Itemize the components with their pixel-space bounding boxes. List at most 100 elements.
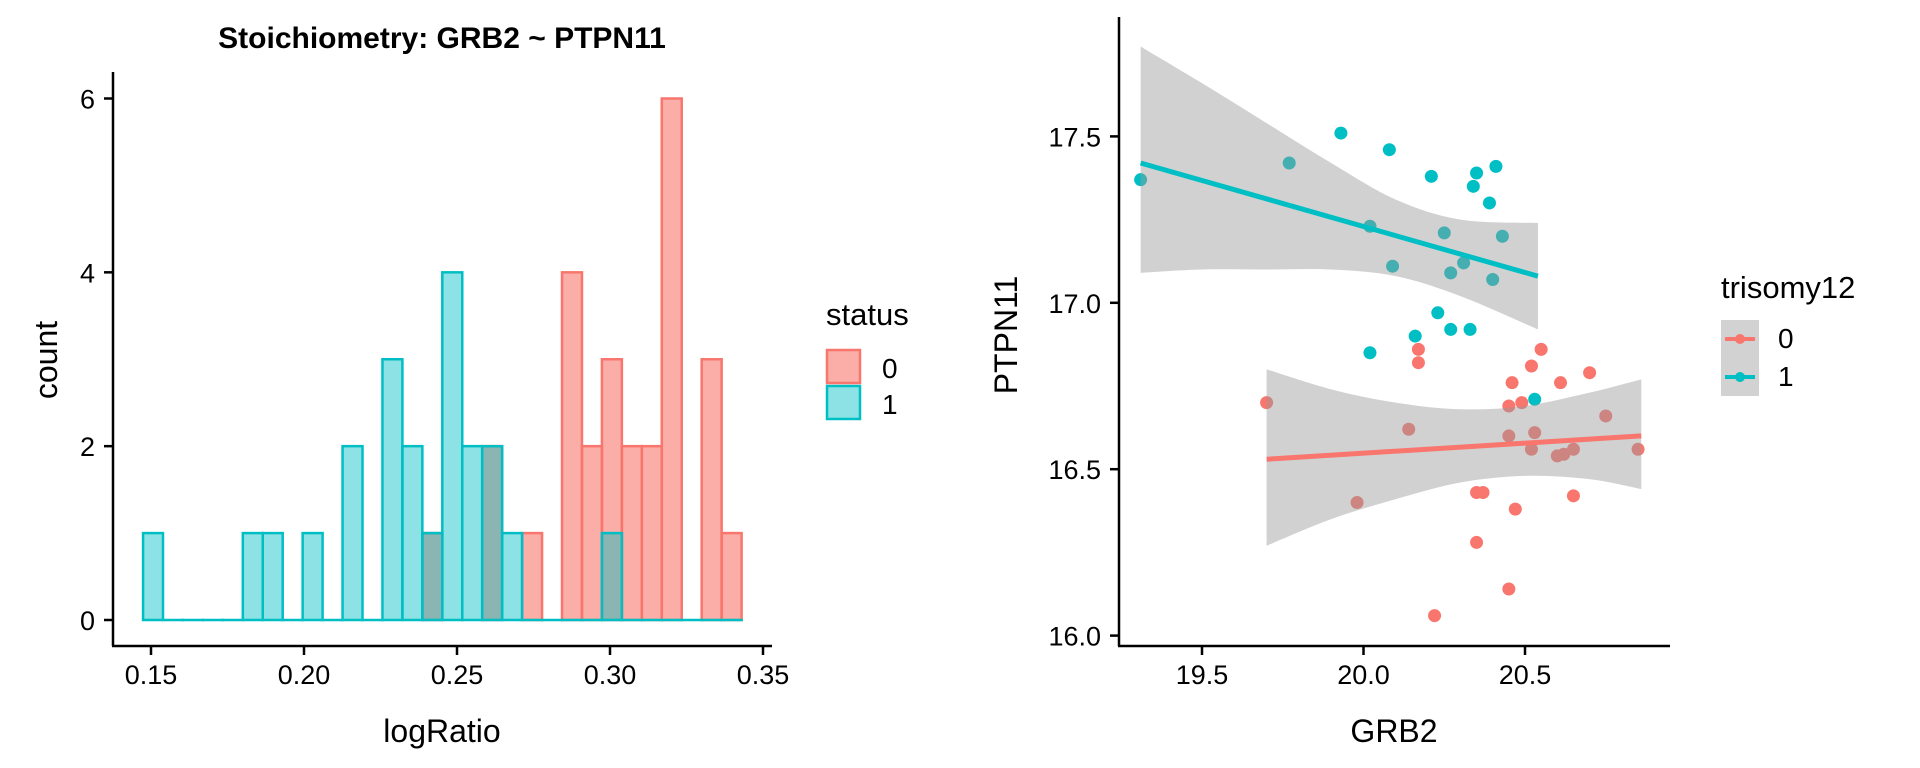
scatter-point-trisomy12-0 bbox=[1557, 447, 1571, 461]
x-tick-label: 20.5 bbox=[1499, 660, 1552, 690]
histogram-bar-status-0 bbox=[640, 444, 664, 622]
x-axis-title: logRatio bbox=[383, 713, 500, 749]
histogram-bar-status-1 bbox=[500, 531, 524, 622]
confidence-band-trisomy12-0 bbox=[1266, 369, 1642, 546]
scatter-point-trisomy12-0 bbox=[1554, 376, 1568, 390]
fit-line-trisomy12-0 bbox=[1266, 433, 1642, 462]
x-axis-title: GRB2 bbox=[1350, 713, 1437, 749]
scatter-point-trisomy12-1 bbox=[1489, 159, 1503, 173]
scatter-point-trisomy12-1 bbox=[1437, 226, 1451, 240]
x-ticks: 0.15 0.20 0.25 0.30 0.35 bbox=[125, 646, 790, 690]
scatter-point-trisomy12-0 bbox=[1599, 409, 1613, 423]
x-tick-label: 0.20 bbox=[278, 660, 331, 690]
scatter-point-trisomy12-0 bbox=[1476, 485, 1490, 499]
x-tick-label: 19.5 bbox=[1176, 660, 1229, 690]
scatter-point-trisomy12-1 bbox=[1444, 266, 1458, 280]
y-ticks: 16.0 16.5 17.0 17.5 bbox=[1048, 122, 1119, 652]
histogram-bar-status-0 bbox=[720, 531, 743, 622]
scatter-point-trisomy12-0 bbox=[1411, 356, 1425, 370]
x-tick-label: 0.30 bbox=[584, 660, 637, 690]
y-axis-title: PTPN11 bbox=[988, 276, 1024, 395]
x-tick-label: 0.15 bbox=[125, 660, 178, 690]
histogram-bar-status-1 bbox=[600, 531, 624, 622]
histogram-bar-status-1 bbox=[401, 444, 424, 622]
histogram-bar-status-1 bbox=[141, 531, 165, 622]
scatter-point-trisomy12-0 bbox=[1350, 495, 1364, 509]
legend-key-point-1 bbox=[1735, 372, 1745, 382]
histogram-bar-status-1 bbox=[461, 444, 484, 622]
scatter-point-trisomy12-0 bbox=[1515, 396, 1529, 410]
scatter-point-trisomy12-0 bbox=[1502, 399, 1516, 413]
scatter-point-trisomy12-1 bbox=[1482, 196, 1496, 210]
y-tick-label: 16.5 bbox=[1048, 455, 1101, 485]
scatter-point-trisomy12-1 bbox=[1444, 322, 1458, 336]
legend-key-background bbox=[1721, 320, 1759, 396]
histogram-bars bbox=[141, 97, 743, 622]
scatter-point-trisomy12-1 bbox=[1282, 156, 1296, 170]
histogram-panel: Stoichiometry: GRB2 ~ PTPN11 0.15 0.20 0.2… bbox=[28, 22, 909, 749]
histogram-bar-status-1 bbox=[261, 531, 284, 622]
legend-key-1 bbox=[825, 384, 862, 421]
histogram-bar-status-1 bbox=[421, 531, 444, 622]
scatter-point-trisomy12-0 bbox=[1524, 359, 1538, 373]
legend-label-0: 0 bbox=[882, 353, 898, 384]
scatter-point-trisomy12-1 bbox=[1408, 329, 1422, 343]
confidence-bands bbox=[1140, 46, 1642, 546]
fit-line-trisomy12-1 bbox=[1139, 160, 1539, 279]
x-ticks: 19.5 20.0 20.5 bbox=[1176, 646, 1552, 690]
scatter-point-trisomy12-0 bbox=[1508, 502, 1522, 516]
y-tick-label: 16.0 bbox=[1048, 622, 1101, 652]
y-tick-label: 4 bbox=[80, 258, 95, 288]
y-tick-label: 17.0 bbox=[1048, 289, 1101, 319]
scatter-point-trisomy12-1 bbox=[1334, 126, 1348, 140]
scatter-point-trisomy12-0 bbox=[1470, 535, 1484, 549]
y-tick-label: 17.5 bbox=[1048, 122, 1101, 152]
scatter-point-trisomy12-1 bbox=[1457, 256, 1471, 270]
scatter-point-trisomy12-0 bbox=[1566, 489, 1580, 503]
scatter-point-trisomy12-1 bbox=[1470, 166, 1484, 180]
chart-title: Stoichiometry: GRB2 ~ PTPN11 bbox=[218, 22, 666, 55]
scatter-point-trisomy12-0 bbox=[1402, 422, 1416, 436]
histogram-bar-status-0 bbox=[700, 358, 723, 622]
x-tick-label: 0.35 bbox=[737, 660, 790, 690]
scatter-point-trisomy12-0 bbox=[1260, 396, 1274, 410]
y-tick-label: 2 bbox=[80, 432, 95, 462]
y-ticks: 0 2 4 6 bbox=[80, 85, 113, 636]
scatter-point-trisomy12-1 bbox=[1386, 259, 1400, 273]
scatter-point-trisomy12-0 bbox=[1524, 442, 1538, 456]
scatter-point-trisomy12-1 bbox=[1463, 322, 1477, 336]
scatter-point-trisomy12-1 bbox=[1431, 306, 1445, 320]
legend-label-1: 1 bbox=[1778, 361, 1794, 392]
legend-title: status bbox=[826, 297, 909, 332]
scatter-point-trisomy12-0 bbox=[1534, 342, 1548, 356]
histogram-bar-status-0 bbox=[620, 444, 644, 622]
confidence-band-trisomy12-1 bbox=[1140, 46, 1538, 330]
scatter-point-trisomy12-1 bbox=[1382, 143, 1396, 157]
scatter-panel: 19.5 20.0 20.5 16.0 16.5 17.0 17.5 GRB2 PTPN1… bbox=[988, 17, 1855, 749]
scatter-point-trisomy12-0 bbox=[1505, 376, 1519, 390]
legend-label-0: 0 bbox=[1778, 323, 1794, 354]
scatter-point-trisomy12-1 bbox=[1486, 273, 1500, 287]
y-tick-label: 6 bbox=[80, 85, 95, 115]
histogram-bar-status-0 bbox=[580, 444, 604, 622]
histogram-bar-status-1 bbox=[341, 444, 364, 622]
fit-lines bbox=[1139, 160, 1642, 462]
legend-title: trisomy12 bbox=[1721, 270, 1855, 305]
scatter-point-trisomy12-0 bbox=[1502, 582, 1516, 596]
histogram-bar-status-1 bbox=[480, 444, 504, 622]
x-tick-label: 0.25 bbox=[431, 660, 484, 690]
histogram-bar-status-1 bbox=[381, 358, 404, 622]
legend-key-0 bbox=[825, 348, 862, 385]
scatter-point-trisomy12-1 bbox=[1424, 169, 1438, 183]
scatter-point-trisomy12-0 bbox=[1428, 609, 1442, 623]
histogram-bar-status-0 bbox=[520, 531, 544, 622]
scatter-point-trisomy12-1 bbox=[1528, 392, 1542, 406]
legend: status 0 1 bbox=[825, 297, 909, 421]
histogram-bar-status-0 bbox=[560, 271, 584, 622]
histogram-bar-status-1 bbox=[441, 271, 464, 622]
scatter-point-trisomy12-1 bbox=[1495, 229, 1509, 243]
y-tick-label: 0 bbox=[80, 606, 95, 636]
histogram-bar-status-0 bbox=[660, 97, 683, 622]
scatter-point-trisomy12-0 bbox=[1566, 442, 1580, 456]
